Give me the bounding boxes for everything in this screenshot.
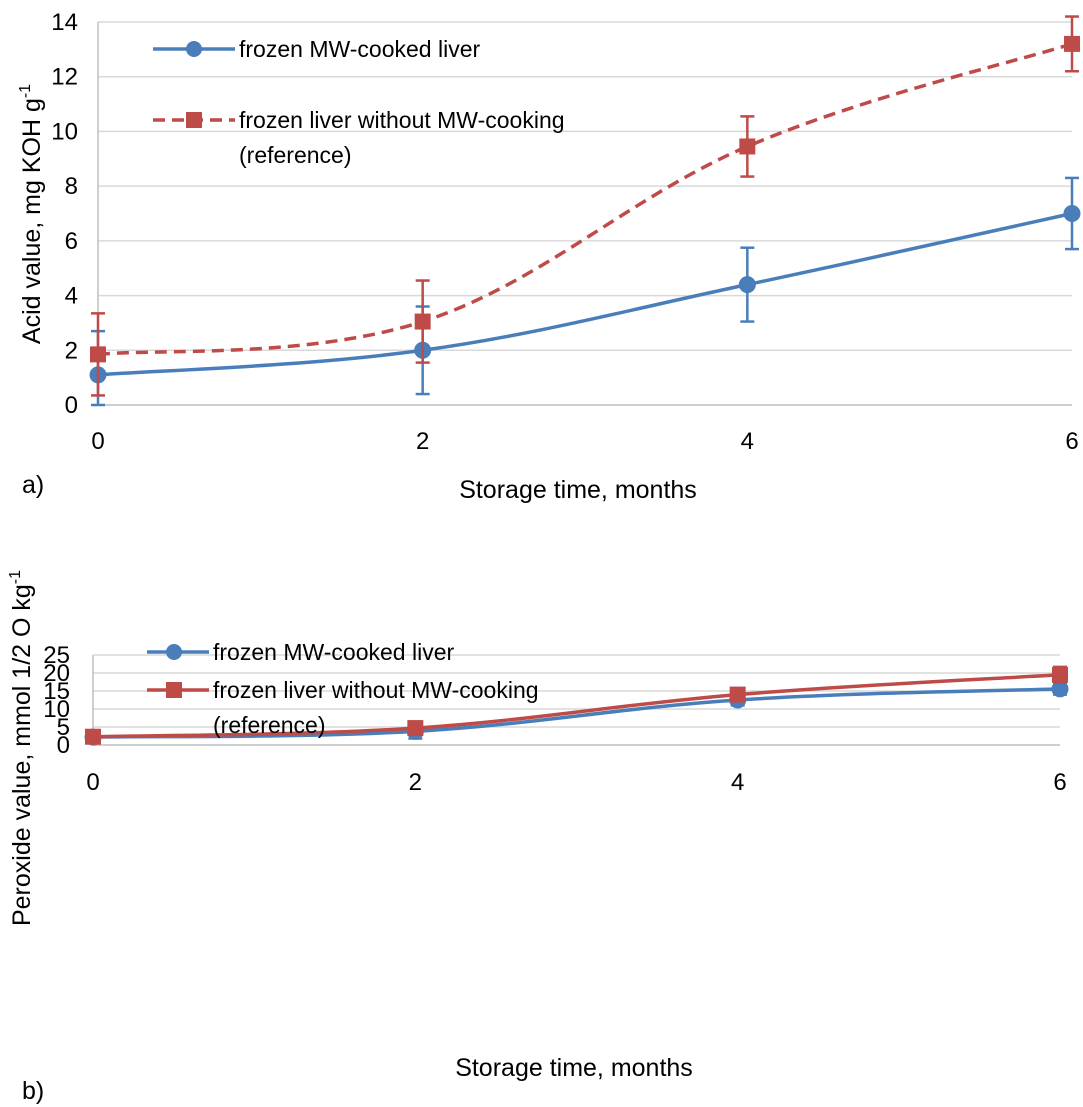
legend-label: frozen liver without MW-cooking bbox=[213, 677, 539, 703]
svg-text:Acid value, mg KOH g-1: Acid value, mg KOH g-1 bbox=[17, 84, 46, 344]
data-point-square bbox=[729, 686, 746, 703]
y-tick-label: 4 bbox=[65, 283, 78, 310]
y-tick-label: 15 bbox=[43, 678, 70, 705]
y-axis-title-b: Peroxide value, mmol 1/2 O kg-1 bbox=[7, 570, 36, 926]
x-axis-title-b: Storage time, months bbox=[455, 1054, 693, 1082]
legend-item-a-1: frozen liver without MW-cooking (referen… bbox=[153, 107, 565, 168]
data-point-square bbox=[1064, 35, 1080, 52]
y-tick-label: 5 bbox=[57, 714, 70, 741]
legend-label: frozen MW-cooked liver bbox=[239, 36, 480, 62]
y-tick-label: 20 bbox=[43, 660, 70, 687]
y-tick-label: 12 bbox=[51, 64, 78, 91]
x-tick-labels-b: 0 2 4 6 bbox=[86, 769, 1066, 796]
chart-panel-a: 0 2 4 6 8 10 12 14 0 2 4 6 frozen MW-cooked liver … bbox=[17, 9, 1081, 504]
series-reference bbox=[90, 15, 1080, 397]
legend-marker-circle bbox=[186, 41, 202, 57]
legend-item-b-1: frozen liver without MW-cooking (referen… bbox=[147, 677, 539, 738]
series-line bbox=[97, 211, 1073, 377]
legend-label: frozen MW-cooked liver bbox=[213, 639, 454, 665]
legend-label-line2: (reference) bbox=[213, 712, 325, 738]
data-point-square bbox=[407, 720, 424, 737]
data-point-circle bbox=[1063, 205, 1081, 222]
data-point-circle bbox=[738, 276, 756, 294]
y-tick-label: 6 bbox=[65, 228, 78, 255]
legend-marker-square bbox=[166, 682, 182, 698]
legend-item-b-0: frozen MW-cooked liver bbox=[147, 639, 454, 665]
legend-marker-square bbox=[186, 112, 202, 128]
panel-label-a: a) bbox=[22, 471, 44, 499]
y-tick-label: 2 bbox=[65, 337, 78, 364]
y-axis-title-text: Peroxide value, mmol 1/2 O kg bbox=[8, 584, 36, 926]
series-a bbox=[89, 15, 1081, 407]
series-b bbox=[84, 665, 1069, 746]
series-line bbox=[92, 673, 1061, 739]
legend-label-line2: (reference) bbox=[239, 142, 351, 168]
y-axis-title-text: Acid value, mg KOH g bbox=[18, 98, 46, 344]
y-tick-label: 0 bbox=[65, 392, 78, 419]
legend-a: frozen MW-cooked liver frozen liver with… bbox=[153, 36, 565, 168]
legend-label: frozen liver without MW-cooking bbox=[239, 107, 565, 133]
y-tick-label: 10 bbox=[51, 118, 78, 145]
legend-item-a-0: frozen MW-cooked liver bbox=[153, 36, 480, 62]
y-tick-labels-a: 0 2 4 6 8 10 12 14 bbox=[51, 9, 78, 419]
x-tick-label: 0 bbox=[86, 769, 99, 796]
x-tick-label: 0 bbox=[91, 428, 104, 455]
data-point-square bbox=[90, 346, 106, 363]
series-mw-cooked bbox=[89, 176, 1081, 407]
grid-a bbox=[98, 21, 1072, 352]
x-tick-label: 6 bbox=[1065, 428, 1078, 455]
x-tick-label: 2 bbox=[416, 428, 429, 455]
y-tick-label: 8 bbox=[65, 173, 78, 200]
panel-label-b: b) bbox=[22, 1077, 44, 1105]
x-axis-title-a: Storage time, months bbox=[459, 476, 697, 504]
legend-marker-circle bbox=[166, 644, 182, 660]
series-line bbox=[97, 42, 1073, 357]
x-tick-label: 4 bbox=[741, 428, 754, 455]
y-axis-title-superscript: -1 bbox=[7, 570, 24, 584]
y-tick-label: 25 bbox=[43, 642, 70, 669]
data-point-square bbox=[1052, 666, 1068, 683]
svg-text:Peroxide value, mmol 1/2 O kg-: Peroxide value, mmol 1/2 O kg-1 bbox=[7, 570, 36, 926]
series-line bbox=[92, 687, 1061, 739]
y-axis-title-a: Acid value, mg KOH g-1 bbox=[17, 84, 46, 344]
x-tick-label: 2 bbox=[409, 769, 422, 796]
data-point-square bbox=[739, 138, 756, 155]
data-point-square bbox=[414, 313, 431, 330]
legend-b: frozen MW-cooked liver frozen liver with… bbox=[147, 639, 539, 738]
y-axis-title-superscript: -1 bbox=[17, 84, 34, 98]
x-tick-label: 4 bbox=[731, 769, 744, 796]
x-tick-labels-a: 0 2 4 6 bbox=[91, 428, 1078, 455]
x-tick-label: 6 bbox=[1053, 769, 1066, 796]
grid-b bbox=[93, 654, 1060, 728]
y-tick-label: 0 bbox=[57, 732, 70, 759]
y-tick-label: 10 bbox=[43, 696, 70, 723]
series-reference bbox=[85, 665, 1068, 745]
data-point-square bbox=[85, 728, 101, 745]
y-tick-label: 14 bbox=[51, 9, 78, 36]
